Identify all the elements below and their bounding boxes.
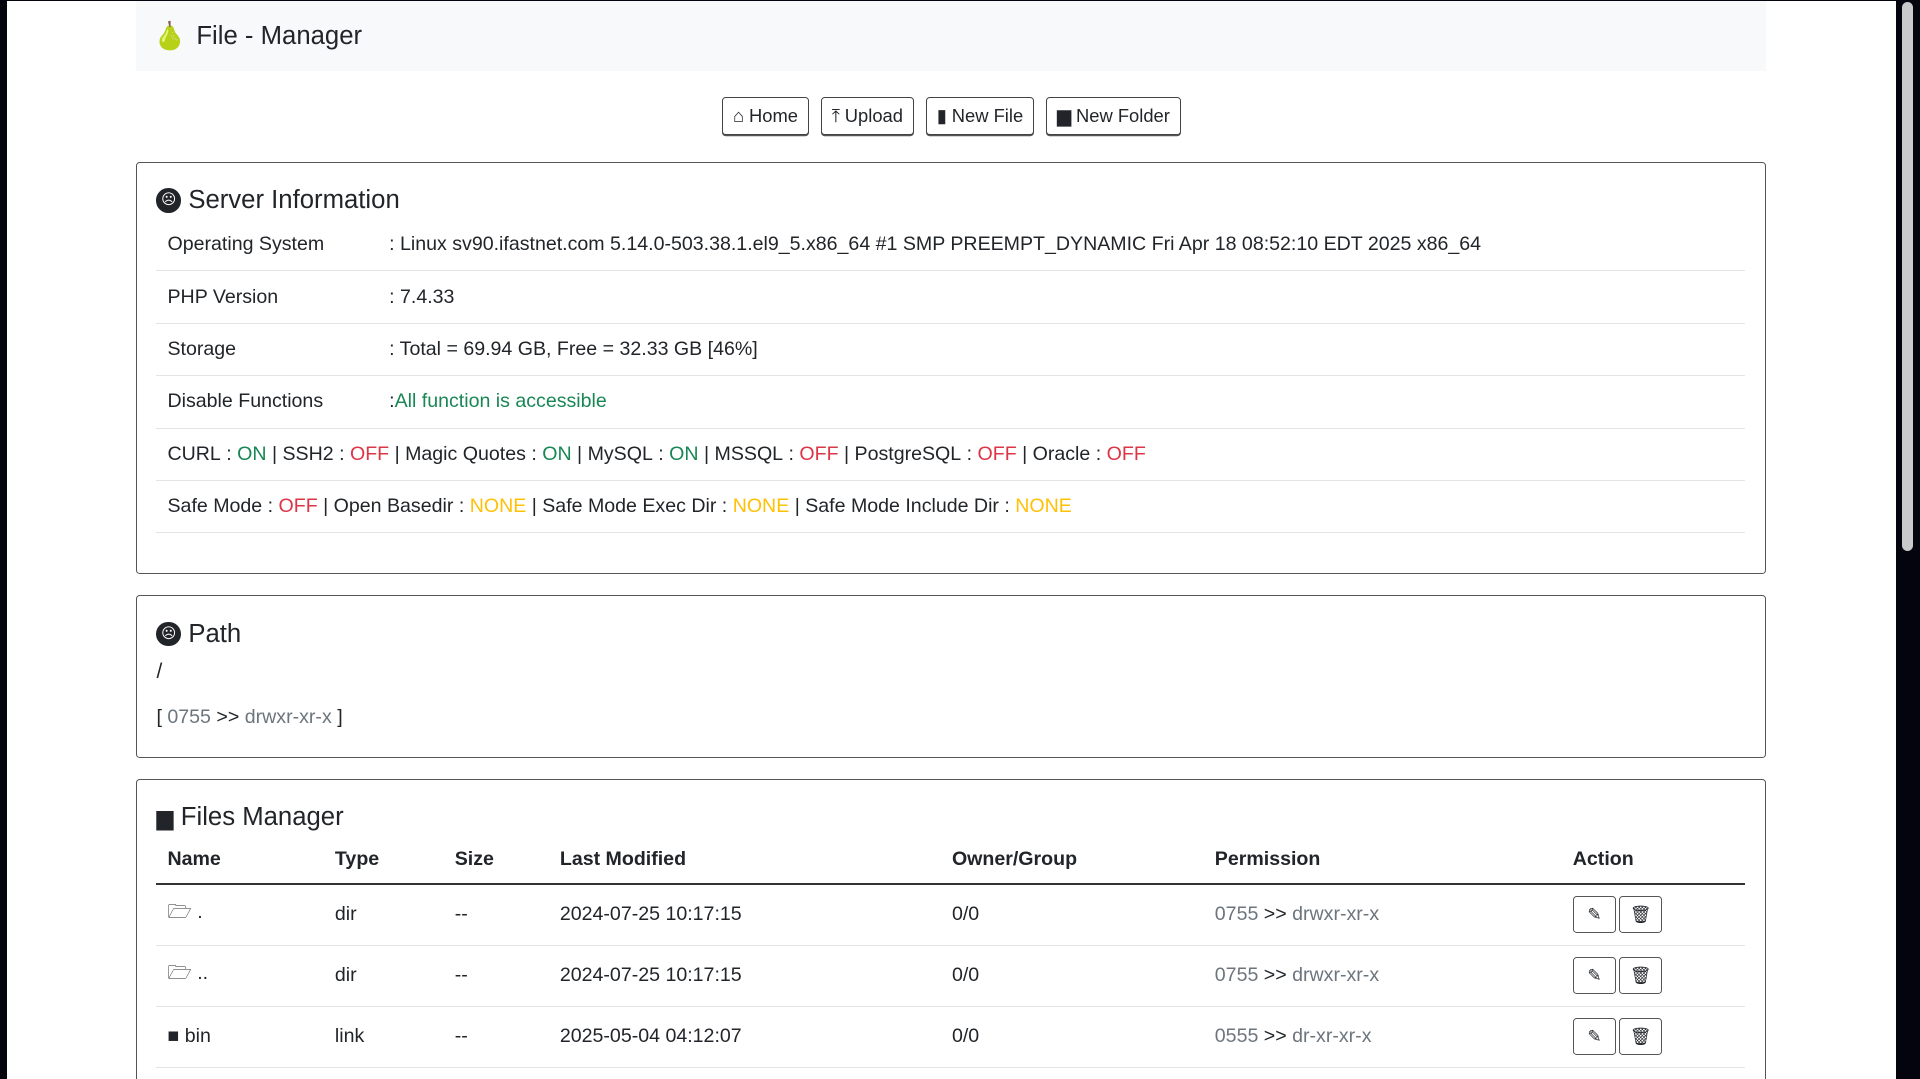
file-name-link[interactable]: .. [197,962,209,985]
folder-open-icon: 🗁 [167,901,192,924]
file-modified: 2024-07-25 10:17:15 [548,883,941,946]
app-title: File - Manager [196,21,363,50]
server-info-card: ☹ Server Information Operating System: Li… [135,161,1766,575]
new-file-button[interactable]: ▮ New File [925,96,1034,136]
frown-icon: ☹ [156,188,181,213]
file-row: 🗁 .. dir -- 2024-07-25 10:17:15 0/0 0755… [156,945,1746,1007]
file-owner: 0/0 [940,1006,1204,1068]
files-table: Name Type Size Last Modified Owner/Group Perm… [156,836,1746,1068]
file-owner: 0/0 [940,883,1204,946]
upload-button[interactable]: ⤒ Upload [820,96,914,136]
toolbar: ⌂ Home ⤒ Upload ▮ New File ▆ New Folder [7,96,1895,136]
delete-button[interactable]: 🗑 [1618,1017,1663,1056]
server-info-row: PHP Version: 7.4.33 [156,271,1746,324]
frown-icon: ☹ [156,621,181,647]
delete-button[interactable]: 🗑 [1618,895,1663,934]
file-modified: 2025-05-04 04:12:07 [548,1006,941,1068]
file-type: dir [323,883,444,946]
edit-icon: ✎ [1587,1026,1602,1047]
column-header[interactable]: Name [156,836,324,885]
scrollbar-thumb[interactable] [1901,2,1913,551]
file-permission[interactable]: 0755 >> drwxr-xr-x [1203,883,1562,946]
column-header[interactable]: Owner/Group [940,836,1204,885]
path-card: ☹ Path / [ 0755 >> drwxr-xr-x ] [135,595,1766,758]
edit-icon: ✎ [1587,965,1602,986]
upload-icon: ⤒ [831,105,840,127]
pear-icon: 🍐 [153,21,187,52]
scrollbar[interactable] [1895,0,1920,1079]
file-name-link[interactable]: bin [184,1025,211,1048]
server-info-row: Storage: Total = 69.94 GB, Free = 32.33 … [156,324,1746,377]
home-button[interactable]: ⌂ Home [722,96,809,136]
file-icon: ▮ [936,105,947,127]
column-header[interactable]: Permission [1203,836,1562,885]
column-header[interactable]: Last Modified [548,836,941,885]
files-card: ▆ Files Manager Name Type Size Last Modified… [135,778,1766,1079]
current-path[interactable]: / [156,659,163,683]
edit-button[interactable]: ✎ [1572,895,1617,934]
path-title: ☹ Path [156,616,1745,653]
edit-icon: ✎ [1587,904,1602,925]
delete-button[interactable]: 🗑 [1618,956,1663,995]
file-size: -- [443,945,549,1007]
app-header: 🍐 File - Manager [135,1,1766,71]
server-info-row: Operating System: Linux sv90.ifastnet.co… [156,219,1746,272]
column-header[interactable]: Type [323,836,444,885]
trash-icon: 🗑 [1629,1026,1652,1047]
folder-icon: ■ [167,1025,180,1048]
feature-status-row: CURL : ON | SSH2 : OFF | Magic Quotes : … [156,429,1746,482]
column-header[interactable]: Action [1561,836,1746,885]
files-title: ▆ Files Manager [156,803,344,832]
file-size: -- [443,1006,549,1068]
column-header[interactable]: Size [443,836,549,885]
trash-icon: 🗑 [1629,904,1652,925]
new-folder-button[interactable]: ▆ New Folder [1046,96,1181,136]
safe-mode-row: Safe Mode : OFF | Open Basedir : NONE | … [156,481,1746,534]
edit-button[interactable]: ✎ [1572,1017,1617,1056]
file-size: -- [443,883,549,946]
file-row: ■ bin link -- 2025-05-04 04:12:07 0/0 05… [156,1006,1746,1068]
trash-icon: 🗑 [1629,965,1652,986]
file-permission[interactable]: 0755 >> drwxr-xr-x [1203,945,1562,1007]
file-row: 🗁 . dir -- 2024-07-25 10:17:15 0/0 0755 … [156,883,1746,946]
file-permission[interactable]: 0555 >> dr-xr-xr-x [1203,1006,1562,1068]
server-info-title: ☹ Server Information [156,182,1745,219]
file-owner: 0/0 [940,945,1204,1007]
home-icon: ⌂ [732,105,745,127]
folder-open-icon: 🗁 [167,962,192,985]
edit-button[interactable]: ✎ [1572,956,1617,995]
path-permission: [ 0755 >> drwxr-xr-x ] [156,705,343,728]
folder-plus-icon: ▆ [1056,105,1072,127]
file-type: link [323,1006,444,1068]
file-name-link[interactable]: . [197,901,203,924]
file-type: dir [323,945,444,1007]
server-info-row: Disable Functions: All function is acces… [156,376,1746,429]
file-modified: 2024-07-25 10:17:15 [548,945,941,1007]
archive-icon: ▆ [156,804,174,830]
